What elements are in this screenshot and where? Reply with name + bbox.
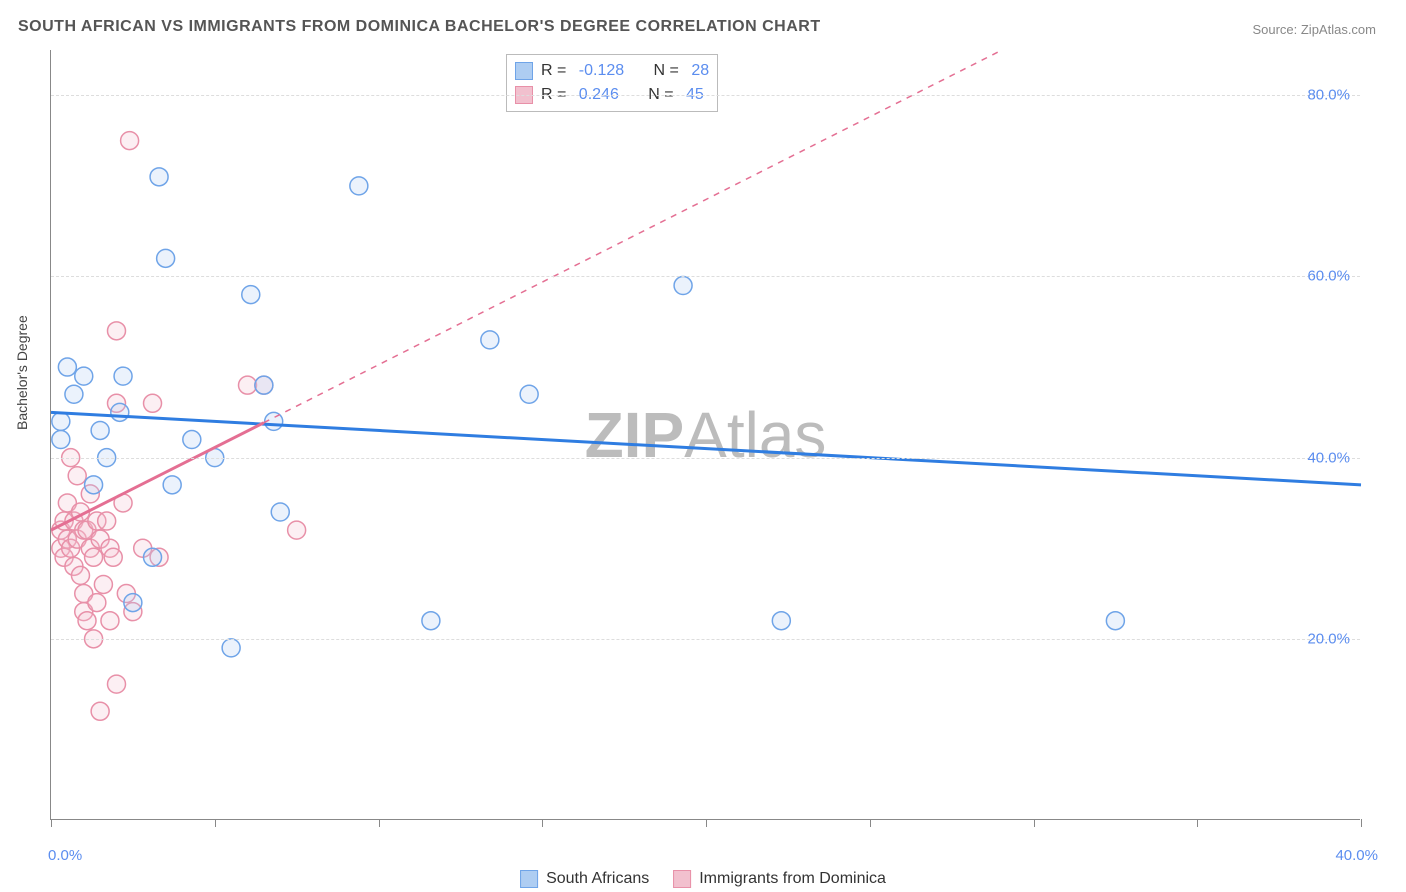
series-name-1: Immigrants from Dominica [699,870,886,888]
plot-area: ZIPAtlas R = -0.128 N = 28 R = 0.246 N =… [50,50,1360,820]
x-tick [542,819,543,827]
y-axis-label: Bachelor's Degree [14,315,30,430]
legend-n-label-0: N = [654,59,684,83]
x-tick-label-0: 0.0% [48,847,82,864]
source-attribution: Source: ZipAtlas.com [1252,22,1376,37]
correlation-legend: R = -0.128 N = 28 R = 0.246 N = 45 [506,54,718,112]
grid-line [51,95,1360,96]
x-tick [870,819,871,827]
y-tick-label: 60.0% [1307,268,1350,285]
legend-n-value-0: 28 [691,59,709,83]
series-swatch-0 [520,870,538,888]
y-tick-label: 80.0% [1307,87,1350,104]
x-tick-label-40: 40.0% [1335,847,1378,864]
series-legend-item-1: Immigrants from Dominica [673,870,886,888]
x-tick [1197,819,1198,827]
x-tick [379,819,380,827]
x-tick [1034,819,1035,827]
series-legend: South Africans Immigrants from Dominica [520,870,886,888]
x-tick [706,819,707,827]
series-legend-item-0: South Africans [520,870,649,888]
chart-svg [51,50,1360,819]
y-tick-label: 40.0% [1307,449,1350,466]
x-tick [215,819,216,827]
legend-r-label-0: R = [541,59,571,83]
y-tick-label: 20.0% [1307,630,1350,647]
series-name-0: South Africans [546,870,649,888]
x-tick [1361,819,1362,827]
grid-line [51,276,1360,277]
chart-title: SOUTH AFRICAN VS IMMIGRANTS FROM DOMINIC… [18,18,821,36]
source-label: Source: [1252,22,1300,37]
x-tick [51,819,52,827]
grid-line [51,639,1360,640]
series-swatch-1 [673,870,691,888]
source-value: ZipAtlas.com [1301,22,1376,37]
grid-line [51,458,1360,459]
legend-swatch-0 [515,62,533,80]
legend-r-value-0: -0.128 [579,59,624,83]
legend-row-0: R = -0.128 N = 28 [515,59,709,83]
